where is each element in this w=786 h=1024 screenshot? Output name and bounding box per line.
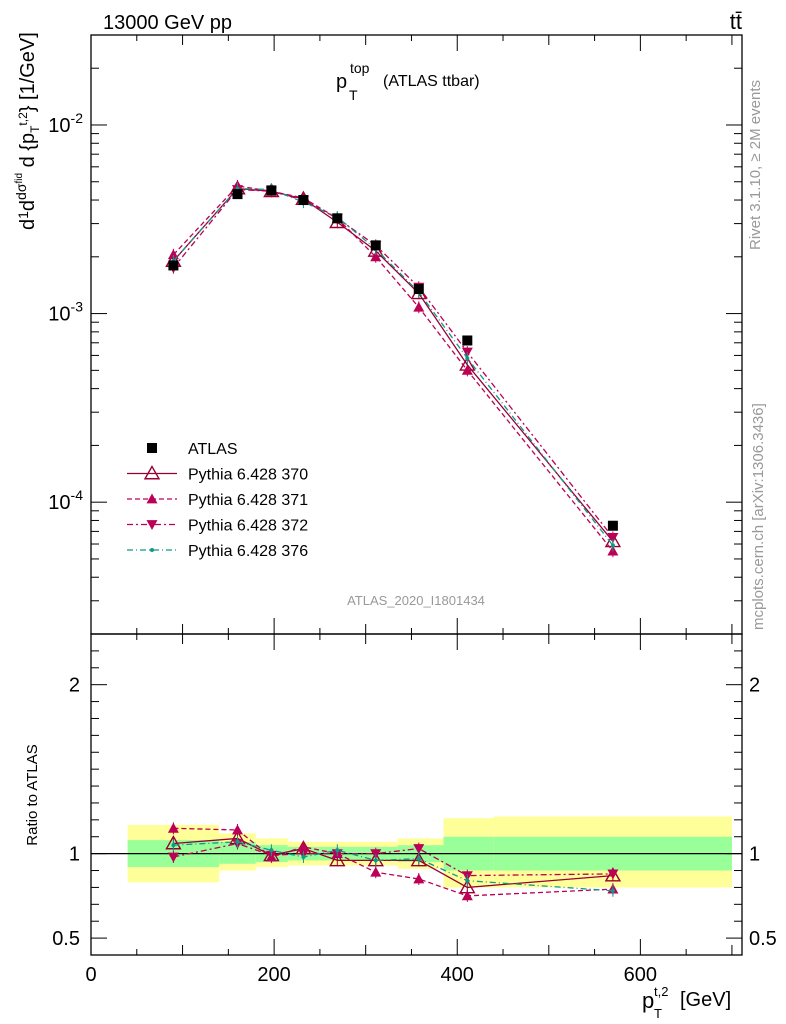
ratio-frame: [90, 633, 743, 956]
svg-text:p: p: [642, 988, 654, 1013]
main-point-p371: [167, 249, 179, 260]
title-main: p: [336, 71, 347, 93]
ratio-point-p376: [373, 858, 378, 863]
x-tick-label: 200: [257, 964, 290, 986]
title-sup: top: [350, 60, 370, 76]
y-tick-label: 10-2: [48, 110, 83, 137]
main-point-data: [232, 189, 243, 200]
y-axis-label-ratio: Ratio to ATLAS: [24, 744, 41, 845]
legend-marker-data: [147, 443, 157, 453]
ratio-point-p371: [370, 866, 382, 877]
ratio-point-p372: [607, 869, 619, 880]
ratio-y-tick-label-right: 0.5: [749, 928, 777, 950]
ratio-point-p372: [167, 852, 179, 863]
ratio-point-p372: [370, 849, 382, 860]
analysis-id-label: ATLAS_2020_I1801434: [347, 593, 485, 608]
legend-label: ATLAS: [188, 441, 238, 458]
ratio-point-p376: [269, 848, 274, 853]
ratio-point-p371: [413, 873, 425, 884]
rivet-version-label: Rivet 3.1.10, ≥ 2M events: [747, 80, 764, 250]
x-tick-label: 600: [624, 964, 657, 986]
ratio-point-p371: [297, 841, 309, 852]
svg-text:t,2: t,2: [654, 984, 668, 999]
svg-text:[GeV]: [GeV]: [680, 989, 731, 1011]
title-rest: (ATLAS ttbar): [383, 73, 480, 90]
svg-text:d1ddσfid d {pTt,2} [1/GeV]: d1ddσfid d {pTt,2} [1/GeV]: [13, 32, 42, 230]
ratio-point-p376: [235, 839, 240, 844]
legend-label: Pythia 6.428 370: [188, 467, 308, 484]
mcplots-label: mcplots.cern.ch [arXiv:1306.3436]: [750, 403, 767, 630]
main-point-data: [266, 185, 277, 196]
legend-label: Pythia 6.428 372: [188, 518, 308, 535]
legend-label: Pythia 6.428 376: [188, 543, 308, 560]
main-point-p372: [607, 533, 619, 543]
ratio-point-p372: [413, 844, 425, 855]
ratio-point-p376: [335, 848, 340, 853]
main-line-p370: [172, 187, 614, 542]
main-line-p372: [172, 188, 614, 538]
ratio-point-p376: [416, 856, 421, 861]
main-panel: 10-4 10-3 10-2: [48, 34, 743, 635]
ratio-panel: 0 200 400 600 0.5 0.5 1 1 2 2: [52, 633, 777, 986]
y-axis-label-top: d1ddσfid d {pTt,2} [1/GeV]: [13, 32, 42, 230]
main-point-data: [370, 240, 381, 251]
ratio-point-p376: [610, 888, 615, 893]
main-point-p376: [465, 356, 470, 361]
ratio-point-p371: [167, 822, 179, 833]
ratio-y-tick-label: 1: [69, 844, 80, 866]
main-line-p376: [172, 187, 614, 546]
main-point-data: [607, 520, 618, 531]
x-axis-label: p T t,2 [GeV]: [642, 984, 731, 1021]
title-sub: T: [349, 87, 358, 103]
legend-marker-p370: [143, 465, 161, 480]
ratio-point-p370: [410, 851, 427, 867]
ratio-point-p376: [171, 843, 176, 848]
legend: ATLAS Pythia 6.428 370 Pythia 6.428 371 Pyt…: [127, 441, 308, 560]
x-tick-label: 400: [441, 964, 474, 986]
ratio-point-p370: [604, 867, 622, 882]
ratio-y-tick-label-right: 2: [749, 675, 760, 697]
ratio-line-p371: [173, 827, 613, 897]
legend-label: Pythia 6.428 371: [188, 492, 308, 509]
main-point-data: [168, 260, 179, 271]
ratio-point-p370: [329, 851, 346, 867]
y-tick-label: 10-4: [48, 487, 83, 514]
main-point-data: [413, 283, 424, 294]
main-point-data: [462, 335, 473, 346]
y-tick-label: 10-3: [48, 299, 83, 326]
ratio-point-p376: [465, 878, 470, 883]
main-point-p371: [461, 364, 473, 375]
ratio-point-p371: [461, 890, 473, 901]
legend-marker-p372: [146, 520, 158, 530]
legend-marker-p376: [150, 548, 154, 552]
x-tick-label: 0: [85, 964, 96, 986]
main-point-p376: [610, 543, 615, 548]
ratio-y-tick-label: 0.5: [52, 928, 80, 950]
main-point-data: [298, 195, 309, 206]
header-process-label: tt̄: [730, 9, 742, 34]
ratio-point-p371: [231, 824, 243, 835]
ratio-y-tick-label-right: 1: [749, 844, 760, 866]
main-point-p371: [370, 251, 382, 262]
main-point-p371: [413, 301, 425, 312]
ratio-point-p376: [301, 855, 306, 860]
legend-marker-p371: [146, 493, 158, 504]
main-point-data: [332, 213, 343, 224]
svg-text:T: T: [654, 1006, 662, 1021]
ratio-y-tick-label: 2: [69, 675, 80, 697]
header-energy-label: 13000 GeV pp: [103, 12, 232, 34]
plot-title: p top T (ATLAS ttbar): [336, 60, 480, 103]
